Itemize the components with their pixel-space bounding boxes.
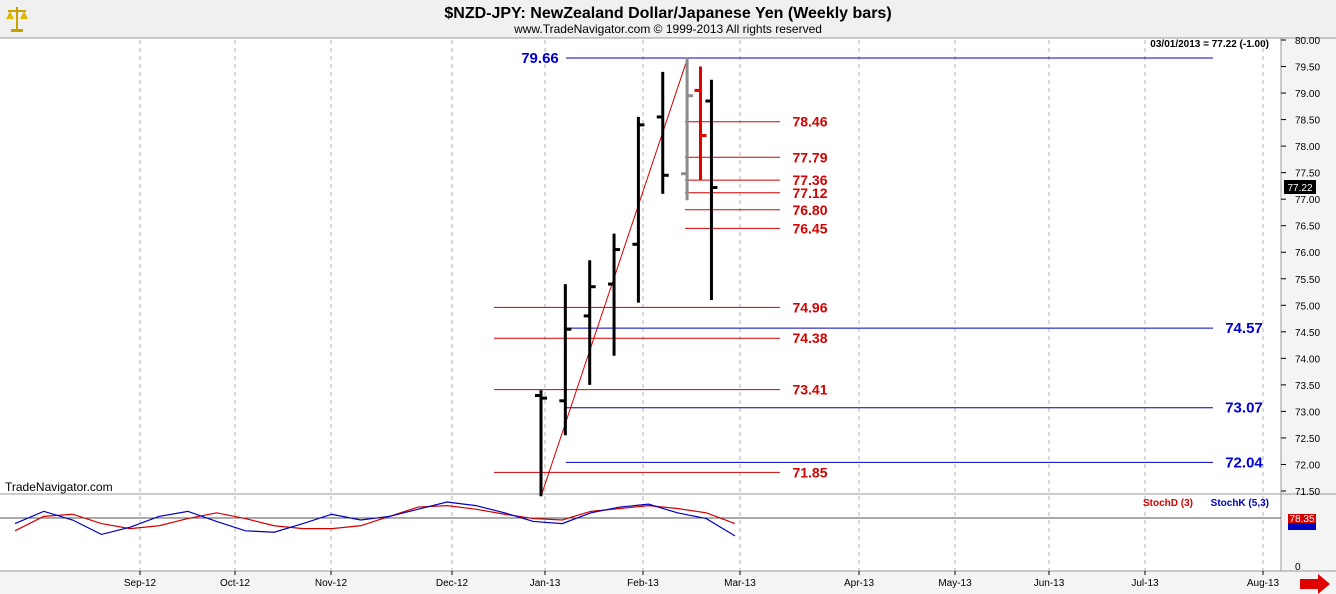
month-tick-label: Apr-13	[844, 578, 874, 589]
price-tick-label: 77.50	[1295, 169, 1320, 180]
price-tick-label: 79.50	[1295, 63, 1320, 74]
support-line-label: 72.04	[1225, 454, 1263, 471]
price-tick-label: 74.00	[1295, 354, 1320, 365]
price-tick-label: 78.00	[1295, 142, 1320, 153]
support-lines: 79.66 74.57 73.07 72.04	[521, 50, 1263, 471]
price-tick-label: 78.50	[1295, 116, 1320, 127]
fib-level-label: 76.80	[792, 202, 827, 218]
price-tick-label: 73.00	[1295, 407, 1320, 418]
month-tick-label: Nov-12	[315, 578, 348, 589]
price-axis-panel	[1281, 38, 1336, 571]
fib-level-label: 77.36	[792, 172, 827, 188]
time-axis-panel	[0, 571, 1336, 594]
ohlc-bar	[681, 58, 694, 201]
indicator-tag-red	[1288, 514, 1316, 523]
month-tick-label: Oct-12	[220, 578, 250, 589]
ohlc-bar	[608, 233, 621, 356]
stochastic-pane	[14, 501, 736, 537]
current-price-tag-bg	[1284, 180, 1316, 194]
fib-level-label: 74.38	[792, 330, 827, 346]
watermark-text: TradeNavigator.com	[5, 480, 113, 494]
fib-level-label: 77.79	[792, 149, 827, 165]
indicator-value-tag: 78.35	[1289, 514, 1314, 525]
fib-level-label: 73.41	[792, 382, 827, 398]
ohlc-bar	[656, 71, 669, 194]
indicator-tag-blue	[1288, 523, 1316, 530]
price-tick-label: 80.00	[1295, 36, 1320, 47]
price-tick-label: 73.50	[1295, 381, 1320, 392]
price-tick-label: 76.00	[1295, 248, 1320, 259]
price-tick-label: 72.00	[1295, 460, 1320, 471]
price-tick-label: 75.50	[1295, 275, 1320, 286]
legend-stoch-k: StochK (5,3)	[1211, 498, 1269, 509]
copyright-text: www.TradeNavigator.com © 1999-2013 All r…	[513, 22, 822, 36]
title-bar	[0, 0, 1336, 38]
ohlc-bar	[694, 66, 707, 181]
scales-icon[interactable]	[6, 7, 28, 32]
fib-level-label: 74.96	[792, 299, 827, 315]
indicator-zero-label: 0	[1295, 562, 1301, 573]
month-tick-label: Dec-12	[436, 578, 469, 589]
month-tick-label: Sep-12	[124, 578, 157, 589]
month-tick-label: Feb-13	[627, 578, 659, 589]
arrow-right-icon[interactable]	[1300, 574, 1330, 594]
month-tick-label: Aug-13	[1247, 578, 1280, 589]
month-tick-label: May-13	[938, 578, 972, 589]
ohlc-bar	[535, 390, 547, 497]
price-tick-label: 71.50	[1295, 487, 1320, 498]
price-tick-label: 79.00	[1295, 89, 1320, 100]
stoch-k-line	[14, 501, 736, 537]
fib-level-label: 71.85	[792, 464, 827, 480]
price-tick-label: 75.00	[1295, 301, 1320, 312]
support-line-label: 73.07	[1225, 400, 1263, 417]
month-tick-label: Jan-13	[530, 578, 561, 589]
fib-level-label: 78.46	[792, 114, 827, 130]
grid-layer	[0, 40, 1281, 571]
fib-level-label: 76.45	[792, 220, 827, 236]
legend-stoch-d: StochD (3)	[1143, 498, 1193, 509]
fib-level-label: 77.12	[792, 185, 827, 201]
price-tick-label: 77.00	[1295, 195, 1320, 206]
stoch-d-line	[14, 504, 736, 532]
price-tick-label: 74.50	[1295, 328, 1320, 339]
support-line-label: 74.57	[1225, 320, 1263, 337]
last-bar-info: 03/01/2013 = 77.22 (-1.00)	[1150, 39, 1269, 50]
support-line-label: 79.66	[521, 50, 559, 67]
ohlc-bar	[705, 79, 718, 300]
ohlc-bar	[583, 260, 596, 385]
month-tick-label: Jul-13	[1131, 578, 1159, 589]
month-tick-label: Jun-13	[1034, 578, 1065, 589]
current-price-tag: 77.22	[1287, 183, 1312, 194]
month-tick-label: Mar-13	[724, 578, 756, 589]
price-tick-label: 76.50	[1295, 222, 1320, 233]
price-axis-ticks: 80.00 79.50 79.00 78.50 78.00 77.50 77.00 76.50…	[1281, 36, 1320, 498]
chart-title: $NZD-JPY: NewZealand Dollar/Japanese Yen…	[444, 5, 891, 22]
ohlc-bar	[632, 116, 645, 303]
price-tick-label: 72.50	[1295, 434, 1320, 445]
ohlc-bars	[535, 58, 718, 497]
time-axis-ticks: Sep-12 Oct-12 Nov-12 Dec-12 Jan-13 Feb-13 Mar-…	[124, 571, 1280, 589]
ohlc-bar	[559, 284, 572, 436]
